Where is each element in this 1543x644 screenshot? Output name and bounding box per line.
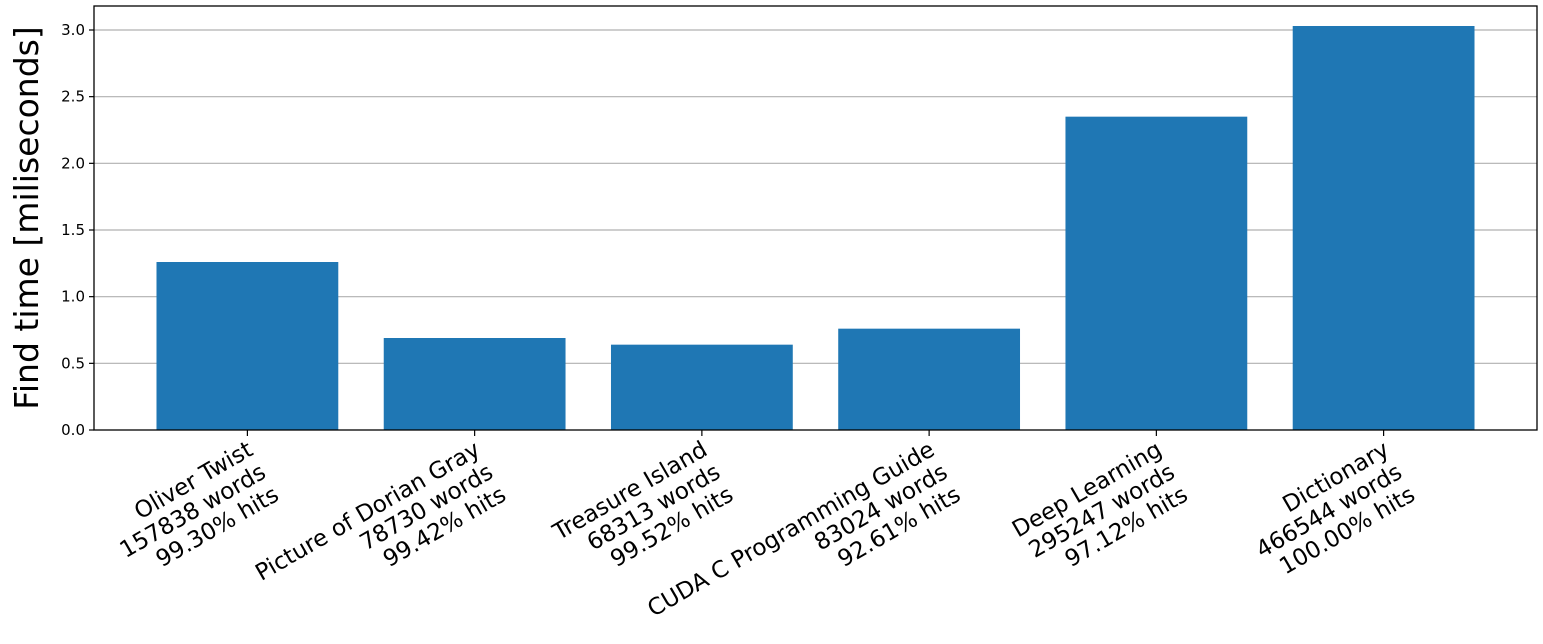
bar: [838, 328, 1021, 430]
bar: [610, 344, 793, 430]
bars: [156, 26, 1475, 431]
plot-frame: [93, 5, 1538, 431]
bar: [1065, 116, 1248, 431]
bar: [1292, 26, 1475, 430]
y-tick-label: 1.0: [61, 288, 85, 306]
y-tick-label: 2.5: [61, 88, 85, 106]
bar: [383, 338, 566, 430]
y-tick-label: 0.0: [61, 421, 85, 439]
y-axis-label: Find time [miliseconds]: [7, 26, 46, 409]
y-tick-label: 3.0: [61, 21, 85, 39]
y-tick-label: 0.5: [61, 354, 85, 372]
y-tick-label: 1.5: [61, 221, 85, 239]
bar: [156, 262, 339, 430]
y-tick-label: 2.0: [61, 154, 85, 172]
y-axis-ticks: 0.0 0.5 1.0 1.5 2.0 2.5 3.0: [61, 21, 94, 439]
